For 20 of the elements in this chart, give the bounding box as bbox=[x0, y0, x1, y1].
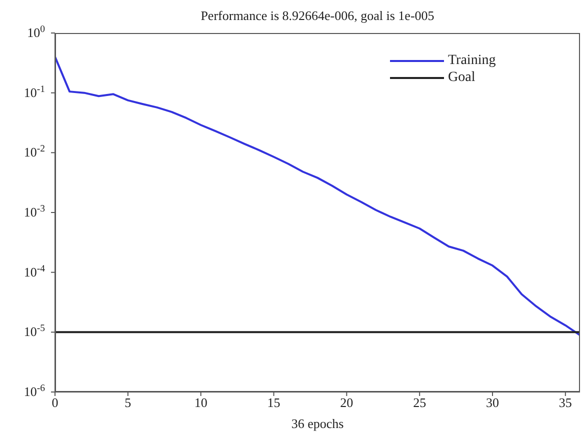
y-tick-label: 10$^{-5}$ bbox=[24, 322, 46, 340]
x-tick-label: 25 bbox=[413, 395, 426, 410]
x-tick-label: 30 bbox=[486, 395, 499, 410]
y-tick-label: 10$^{-2}$ bbox=[24, 143, 46, 160]
x-tick-label: 5 bbox=[124, 395, 132, 410]
x-tick-label: 0 bbox=[52, 395, 58, 410]
y-tick-label: 10$^{-3}$ bbox=[24, 203, 46, 220]
y-tick-label: 10$^{0}$ bbox=[27, 24, 46, 40]
line-series bbox=[55, 56, 580, 336]
x-tick-label: 35 bbox=[558, 395, 572, 410]
y-tick-label: 10$^{-6}$ bbox=[24, 382, 46, 399]
x-tick-label: 10 bbox=[194, 395, 208, 410]
legend-label: Training bbox=[448, 52, 496, 68]
x-tick-label: 15 bbox=[267, 395, 280, 410]
x-axis-title: 36 epochs bbox=[291, 416, 344, 431]
y-tick-label: 10$^{-1}$ bbox=[24, 83, 46, 100]
y-tick-label: 10$^{-4}$ bbox=[24, 262, 46, 280]
x-tick-label: 20 bbox=[340, 395, 354, 410]
legend-label: Goal bbox=[448, 70, 476, 86]
chart-title: Performance is 8.92664e-006, goal is 1e-005 bbox=[200, 8, 436, 24]
